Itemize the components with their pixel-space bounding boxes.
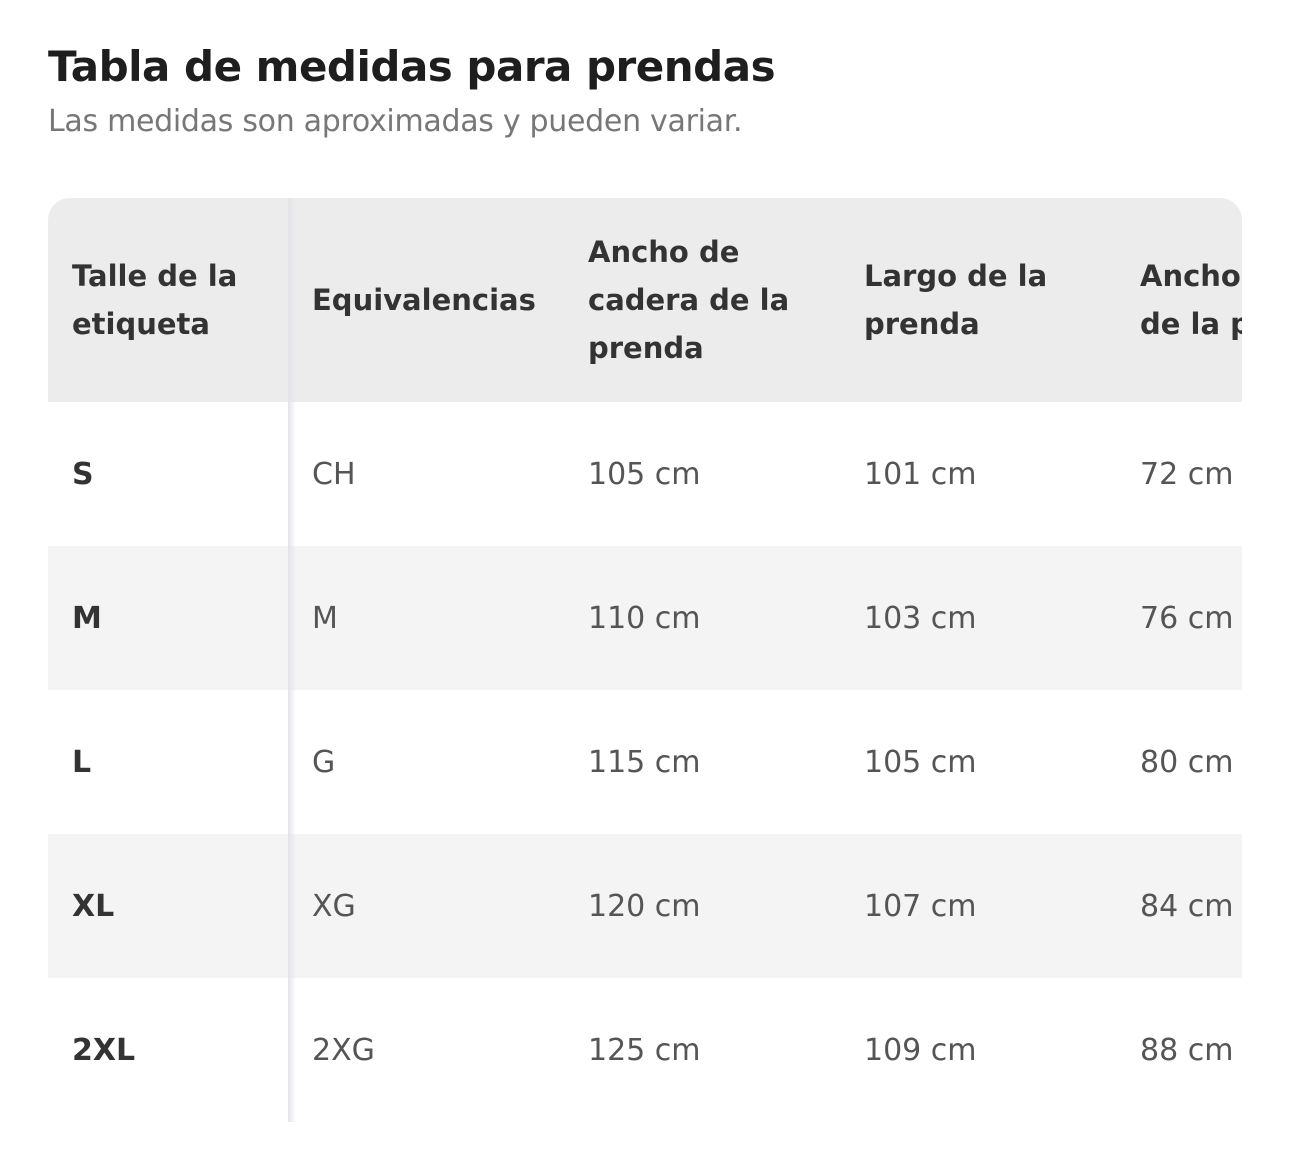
header-waist-width: Ancho de cintura de la prenda	[1116, 198, 1242, 402]
cell-size: S	[48, 402, 296, 546]
cell-size: L	[48, 690, 296, 834]
cell-hip-width: 115 cm	[588, 744, 701, 780]
cell-equivalence: M	[288, 546, 564, 690]
size-table-scroll-container[interactable]: Talle de la etiqueta Equivalencias Ancho…	[48, 198, 1242, 1122]
cell-size: M	[48, 546, 296, 690]
table-header-row: Talle de la etiqueta Equivalencias Ancho…	[48, 198, 1242, 402]
cell-waist-width: 84 cm	[1116, 834, 1242, 978]
cell-equivalence: G	[312, 744, 336, 780]
cell-equivalence: XG	[288, 834, 564, 978]
cell-waist-width: 88 cm	[1140, 1032, 1234, 1068]
cell-hip-width: 110 cm	[564, 546, 840, 690]
table-row: S CH 105 cm 101 cm 72 cm	[48, 402, 1242, 546]
header-equivalences: Equivalencias	[288, 198, 564, 402]
cell-length: 107 cm	[840, 834, 1116, 978]
cell-waist-width: 72 cm	[1140, 456, 1234, 492]
table-row: XL XG 120 cm 107 cm 84 cm	[48, 834, 1242, 978]
table-row: 2XL 2XG 125 cm 109 cm 88 cm	[48, 978, 1242, 1122]
page-title: Tabla de medidas para prendas	[48, 42, 776, 91]
header-hip-width: Ancho de cadera de la prenda	[564, 198, 840, 402]
cell-equivalence: 2XG	[312, 1032, 375, 1068]
cell-size: 2XL	[48, 978, 296, 1122]
cell-waist-width: 76 cm	[1116, 546, 1242, 690]
size-table: Talle de la etiqueta Equivalencias Ancho…	[48, 198, 1242, 1122]
header-label-size: Talle de la etiqueta	[48, 198, 296, 402]
table-row: M M 110 cm 103 cm 76 cm	[48, 546, 1242, 690]
cell-length: 103 cm	[840, 546, 1116, 690]
cell-length: 101 cm	[864, 456, 977, 492]
cell-length: 109 cm	[864, 1032, 977, 1068]
cell-waist-width: 80 cm	[1140, 744, 1234, 780]
cell-equivalence: CH	[312, 456, 356, 492]
table-row: L G 115 cm 105 cm 80 cm	[48, 690, 1242, 834]
cell-length: 105 cm	[864, 744, 977, 780]
page-subtitle: Las medidas son aproximadas y pueden var…	[48, 104, 743, 139]
cell-size: XL	[48, 834, 296, 978]
header-garment-length: Largo de la prenda	[840, 198, 1116, 402]
cell-hip-width: 120 cm	[564, 834, 840, 978]
cell-hip-width: 125 cm	[588, 1032, 701, 1068]
cell-hip-width: 105 cm	[588, 456, 701, 492]
